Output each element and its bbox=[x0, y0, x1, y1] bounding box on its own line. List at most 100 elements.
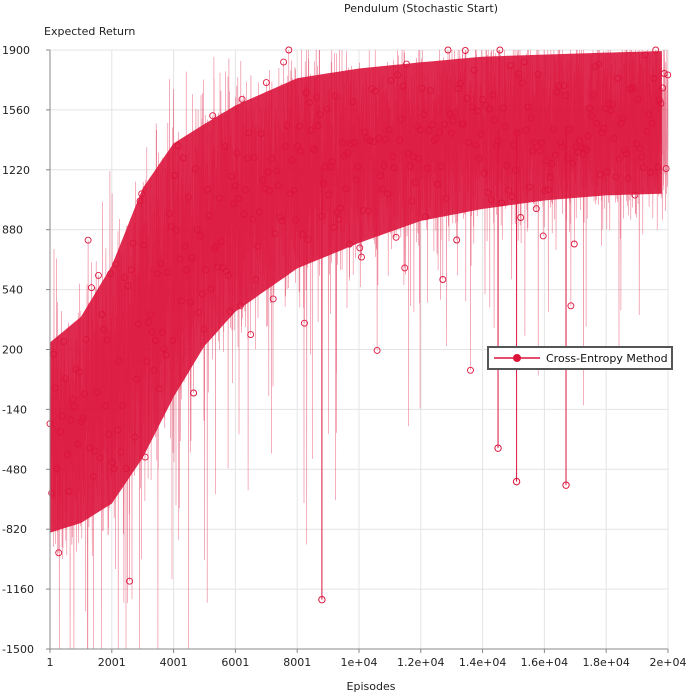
data-point bbox=[190, 389, 198, 397]
data-point bbox=[217, 238, 225, 246]
data-point bbox=[164, 269, 172, 276]
y-tick-label: 1220 bbox=[2, 164, 30, 177]
data-point bbox=[544, 186, 552, 194]
data-point bbox=[640, 164, 648, 172]
data-point bbox=[373, 346, 381, 354]
data-point bbox=[416, 126, 424, 134]
data-point bbox=[152, 337, 160, 344]
data-point bbox=[508, 193, 516, 201]
y-tick-label: 200 bbox=[2, 344, 23, 357]
data-point bbox=[624, 174, 632, 182]
data-point bbox=[634, 95, 642, 103]
data-point bbox=[442, 195, 450, 203]
data-point bbox=[250, 153, 258, 161]
data-point bbox=[228, 173, 236, 181]
data-point bbox=[249, 215, 256, 223]
data-point bbox=[489, 91, 497, 99]
data-point bbox=[394, 71, 402, 79]
x-tick-label: 1 bbox=[47, 656, 54, 669]
data-point bbox=[285, 46, 293, 54]
data-point bbox=[112, 260, 120, 268]
data-point bbox=[415, 155, 423, 163]
series-dense-band bbox=[50, 51, 662, 533]
data-point bbox=[247, 331, 255, 339]
data-point bbox=[235, 195, 243, 202]
data-point bbox=[82, 335, 90, 343]
data-point bbox=[503, 161, 511, 169]
data-point bbox=[231, 182, 239, 189]
data-point bbox=[368, 85, 376, 93]
legend-series-marker bbox=[513, 354, 521, 362]
data-point bbox=[631, 191, 639, 199]
data-point bbox=[657, 100, 665, 108]
data-point bbox=[446, 110, 454, 118]
data-point bbox=[596, 171, 604, 179]
data-point bbox=[146, 311, 154, 319]
data-point bbox=[371, 87, 379, 95]
x-tick-label: 1e+04 bbox=[340, 656, 377, 669]
data-point bbox=[288, 156, 296, 164]
data-point bbox=[499, 104, 507, 112]
data-point bbox=[290, 187, 298, 194]
data-point bbox=[323, 105, 331, 113]
data-point bbox=[610, 134, 618, 142]
data-point bbox=[453, 236, 461, 244]
data-point bbox=[569, 159, 577, 167]
data-point bbox=[418, 84, 426, 92]
data-point bbox=[567, 302, 575, 310]
data-point bbox=[276, 213, 284, 221]
data-point bbox=[389, 153, 397, 160]
data-point bbox=[607, 107, 615, 114]
data-point bbox=[210, 245, 218, 253]
data-point bbox=[60, 338, 68, 346]
data-point bbox=[88, 284, 95, 292]
data-point bbox=[245, 129, 253, 137]
data-point bbox=[157, 260, 165, 268]
x-tick-label: 1.4e+04 bbox=[459, 656, 506, 669]
data-point bbox=[484, 189, 492, 196]
data-point bbox=[364, 207, 372, 215]
outlier-point bbox=[318, 595, 326, 604]
data-point bbox=[437, 162, 445, 170]
data-point bbox=[103, 336, 111, 344]
data-point bbox=[506, 62, 514, 69]
data-point bbox=[629, 84, 637, 92]
data-point bbox=[84, 236, 92, 244]
data-point bbox=[518, 79, 526, 87]
data-point bbox=[186, 298, 194, 306]
outlier-point bbox=[562, 481, 570, 489]
data-point bbox=[390, 164, 398, 172]
data-point bbox=[659, 84, 667, 92]
data-point bbox=[392, 233, 400, 241]
data-point bbox=[223, 267, 230, 275]
data-point bbox=[351, 139, 359, 146]
data-point bbox=[411, 179, 419, 187]
data-point bbox=[557, 139, 564, 147]
data-layer bbox=[46, 46, 672, 650]
y-tick-label: 540 bbox=[2, 284, 23, 297]
data-point bbox=[69, 395, 76, 403]
data-point bbox=[117, 448, 125, 456]
data-point bbox=[120, 274, 128, 282]
y-tick-label: -820 bbox=[2, 523, 27, 536]
data-point bbox=[198, 290, 206, 298]
data-point bbox=[375, 134, 383, 142]
data-point bbox=[444, 46, 452, 54]
x-tick-label: 1.8e+04 bbox=[582, 656, 629, 669]
data-point bbox=[51, 384, 59, 392]
data-point bbox=[589, 91, 597, 99]
data-point bbox=[266, 187, 274, 194]
data-point bbox=[110, 465, 118, 473]
data-point bbox=[472, 141, 480, 149]
data-point bbox=[380, 162, 388, 170]
data-point bbox=[339, 139, 346, 147]
data-point bbox=[325, 191, 333, 199]
data-point bbox=[423, 164, 431, 172]
legend-series-label: Cross-Entropy Method bbox=[546, 352, 668, 365]
data-point bbox=[95, 271, 102, 279]
data-point bbox=[107, 270, 115, 278]
data-point bbox=[378, 185, 386, 193]
data-point bbox=[129, 239, 137, 247]
data-point bbox=[119, 402, 127, 410]
data-point bbox=[294, 142, 301, 150]
